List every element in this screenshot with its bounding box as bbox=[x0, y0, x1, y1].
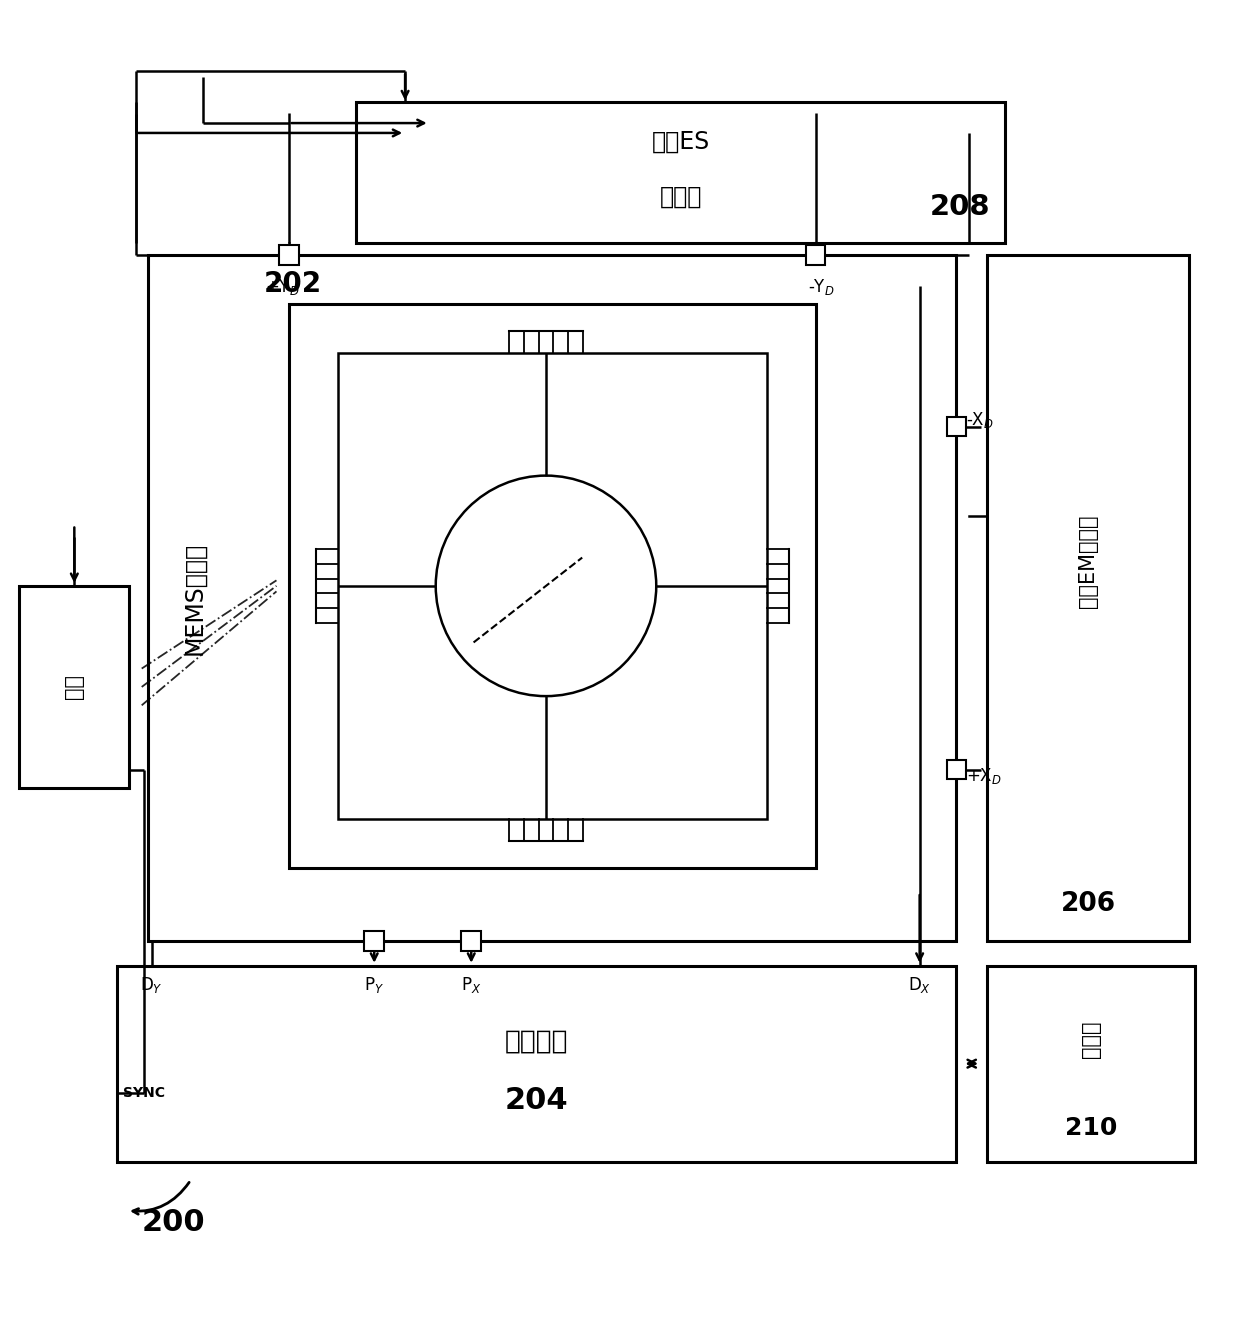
Text: 光束: 光束 bbox=[64, 675, 84, 699]
Text: 202: 202 bbox=[264, 270, 322, 298]
Text: 210: 210 bbox=[1066, 1115, 1118, 1139]
Text: SYNC: SYNC bbox=[124, 1086, 165, 1099]
Bar bbox=[147, 256, 957, 941]
Bar bbox=[338, 353, 767, 819]
Bar bbox=[364, 932, 384, 950]
Bar bbox=[805, 245, 825, 265]
Text: 206: 206 bbox=[1061, 890, 1115, 917]
Text: D$_X$: D$_X$ bbox=[908, 976, 932, 996]
Text: 致动器: 致动器 bbox=[659, 185, 703, 209]
Bar bbox=[279, 245, 299, 265]
Bar bbox=[289, 303, 815, 868]
Text: 慢轴ES: 慢轴ES bbox=[652, 129, 710, 154]
Text: 快轴EM致动器: 快轴EM致动器 bbox=[1078, 515, 1098, 608]
Bar bbox=[987, 256, 1189, 941]
Text: 208: 208 bbox=[930, 193, 991, 221]
Text: +X$_D$: +X$_D$ bbox=[966, 765, 1002, 785]
Text: MEMS谐振镜: MEMS谐振镜 bbox=[182, 542, 207, 655]
Text: P$_Y$: P$_Y$ bbox=[364, 976, 384, 996]
Text: 204: 204 bbox=[506, 1086, 569, 1115]
Text: -X$_D$: -X$_D$ bbox=[966, 410, 994, 430]
Bar bbox=[118, 966, 957, 1162]
Bar bbox=[461, 932, 481, 950]
Bar bbox=[947, 760, 966, 780]
Bar bbox=[987, 966, 1196, 1162]
Text: P$_X$: P$_X$ bbox=[461, 976, 482, 996]
Bar bbox=[356, 102, 1005, 242]
Text: 200: 200 bbox=[141, 1209, 206, 1238]
Bar bbox=[19, 586, 129, 788]
Circle shape bbox=[436, 475, 657, 696]
Bar bbox=[947, 417, 966, 437]
Text: 处理器: 处理器 bbox=[1082, 1021, 1101, 1058]
Text: D$_Y$: D$_Y$ bbox=[140, 976, 162, 996]
Text: +Y$_D$: +Y$_D$ bbox=[265, 277, 300, 297]
Text: -Y$_D$: -Y$_D$ bbox=[808, 277, 835, 297]
Text: 镜控制器: 镜控制器 bbox=[506, 1029, 569, 1054]
